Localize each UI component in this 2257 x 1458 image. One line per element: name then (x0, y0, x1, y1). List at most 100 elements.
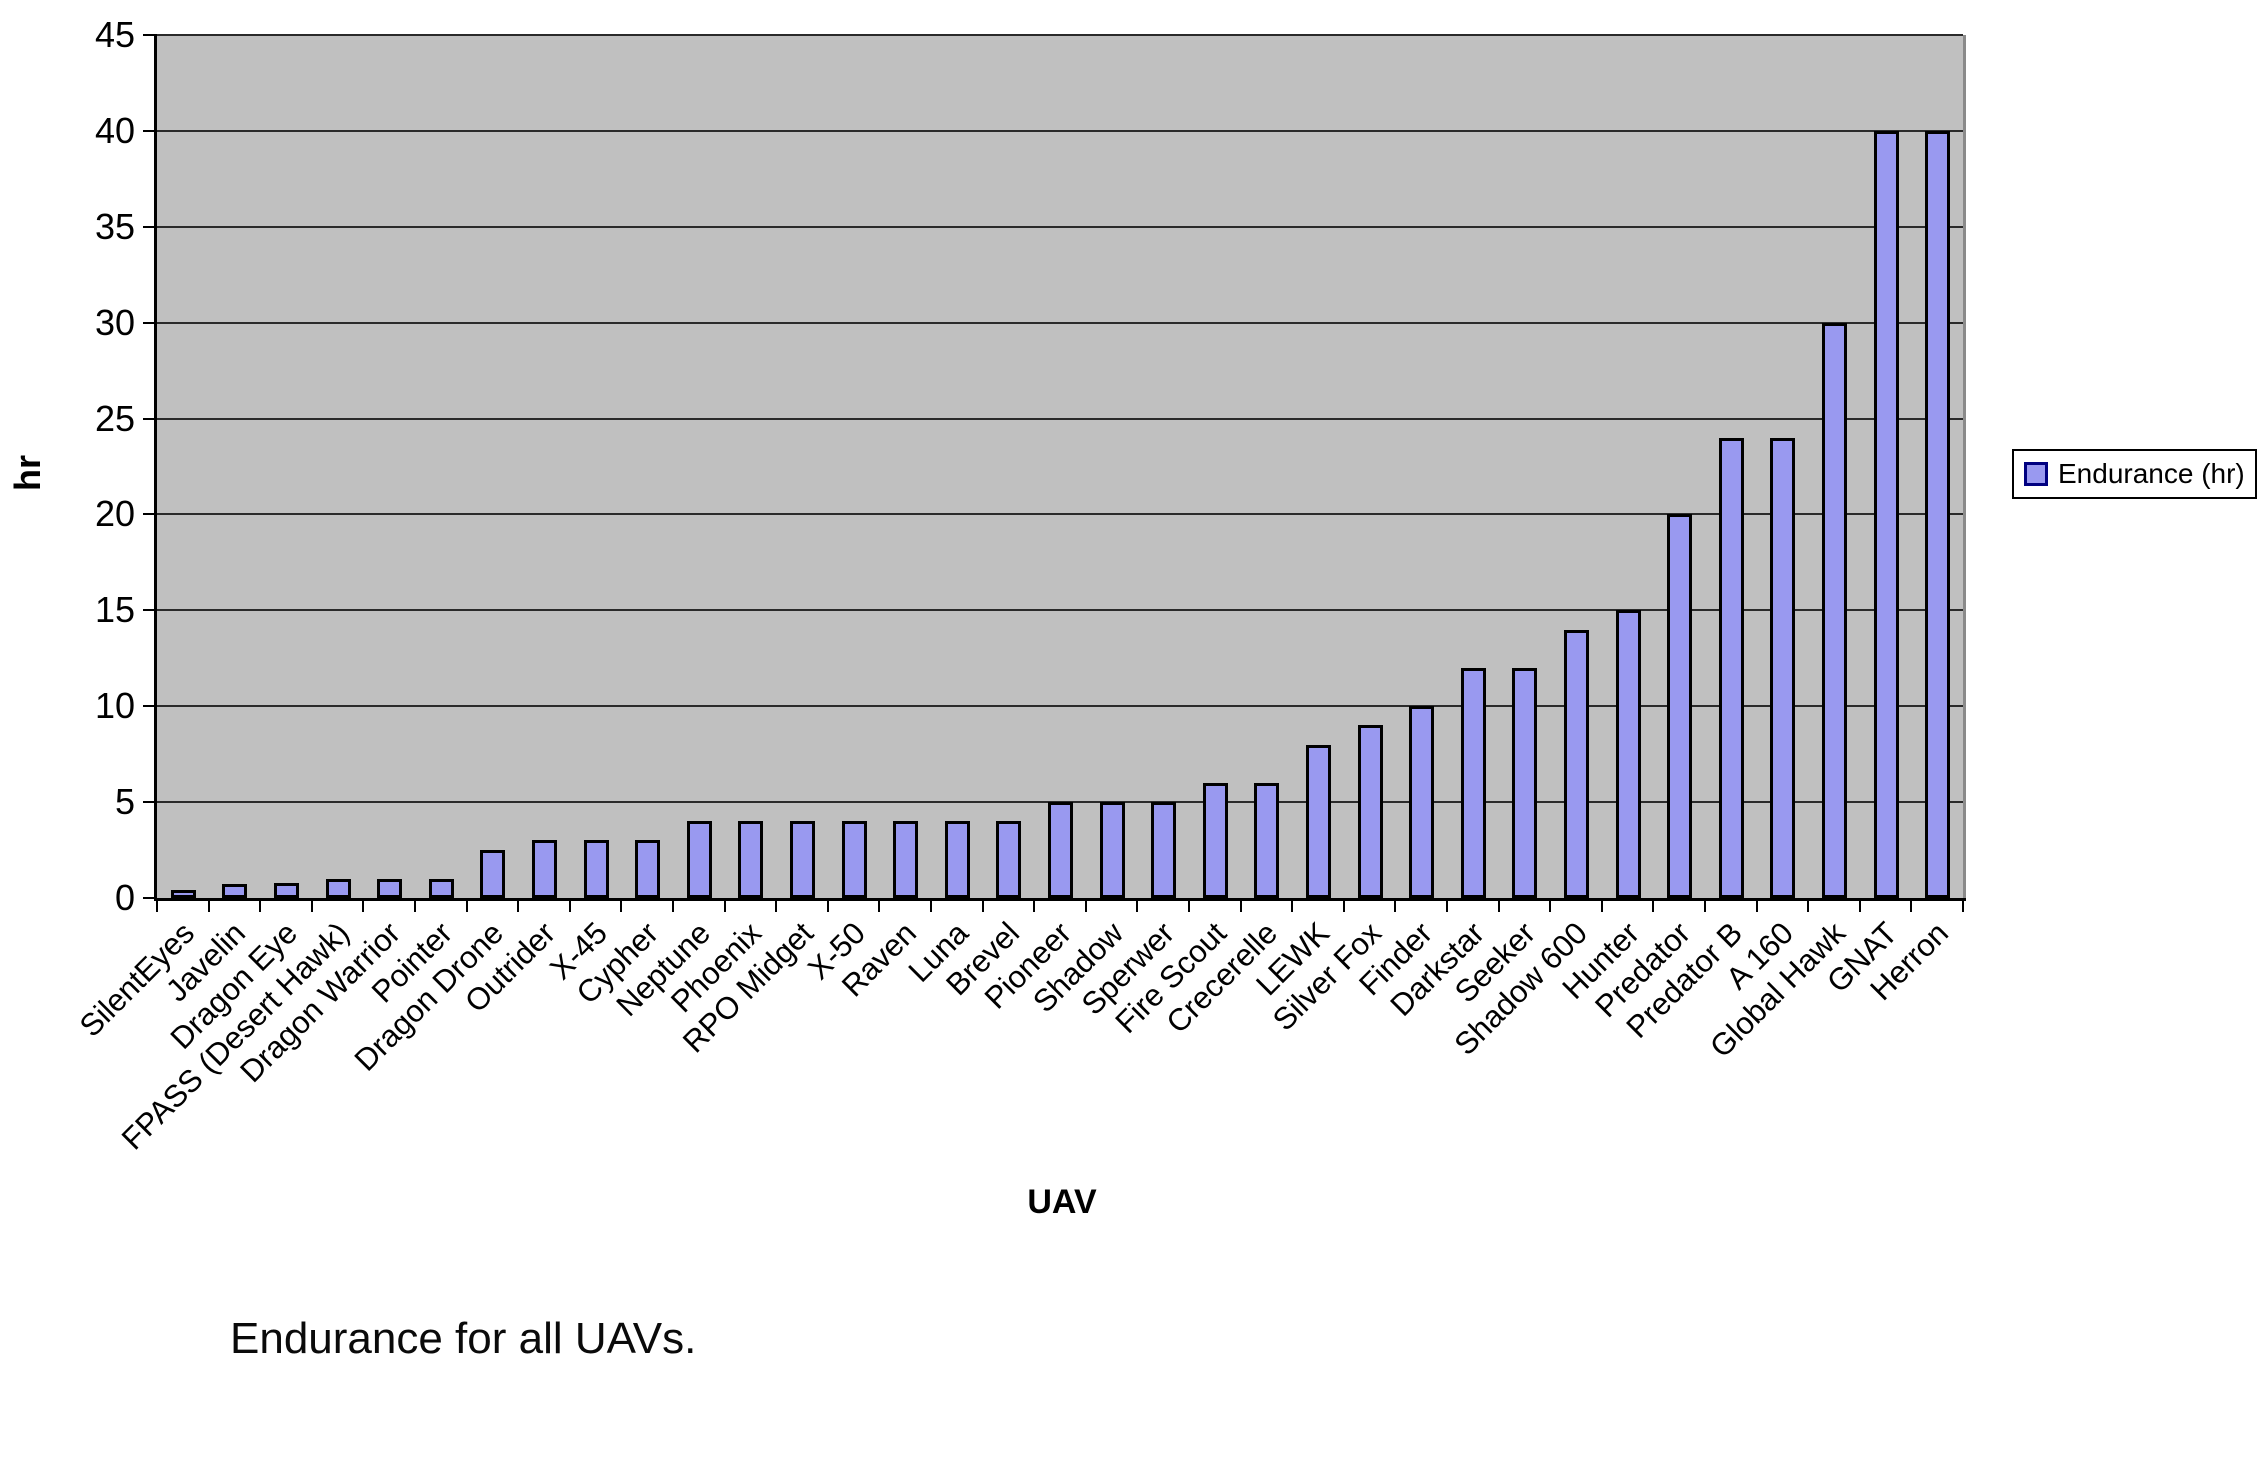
legend: Endurance (hr) (2012, 449, 2257, 499)
y-tick-label: 0 (114, 877, 135, 918)
bar (170, 890, 196, 898)
bar (325, 879, 351, 898)
x-tick-mark (723, 898, 726, 912)
bar (480, 850, 506, 898)
gridline (157, 129, 1963, 132)
y-tick-label: 40 (94, 109, 135, 151)
bar (1770, 438, 1796, 898)
caption: Endurance for all UAVs. (230, 1314, 697, 1363)
x-tick-mark (826, 898, 829, 912)
y-tick-label: 5 (114, 781, 135, 823)
bar (1564, 630, 1589, 898)
bar (274, 883, 299, 898)
legend-label: Endurance (hr) (2058, 458, 2245, 489)
x-tick-mark (1962, 898, 1964, 912)
bar (893, 821, 919, 898)
legend-swatch (2024, 462, 2048, 486)
bar (1254, 783, 1280, 898)
gridline (157, 513, 1963, 516)
y-tick-mark (143, 34, 157, 36)
x-tick-mark (981, 898, 984, 912)
x-tick-mark (517, 898, 520, 912)
y-tick-mark (143, 321, 157, 324)
x-tick-mark (1033, 898, 1036, 912)
x-tick-mark (1704, 898, 1706, 912)
bar (1099, 802, 1125, 898)
bar (738, 821, 764, 898)
x-tick-mark (1188, 898, 1190, 912)
x-tick-mark (1858, 898, 1861, 912)
y-tick-label: 20 (94, 493, 135, 535)
x-tick-mark (1239, 898, 1242, 912)
bar (1925, 131, 1951, 898)
x-tick-mark (1652, 898, 1655, 912)
y-tick-label: 30 (94, 301, 135, 343)
bar (532, 840, 557, 898)
gridline (157, 34, 1963, 36)
bar (1357, 725, 1383, 898)
gridline (157, 417, 1963, 420)
x-tick-mark (1807, 898, 1810, 912)
bar (1048, 802, 1073, 898)
y-tick-mark (143, 513, 157, 516)
bar (1718, 438, 1744, 898)
x-tick-mark (1755, 898, 1758, 912)
x-axis-line (154, 898, 1966, 901)
x-tick-mark (775, 898, 778, 912)
bar (1202, 783, 1228, 898)
x-axis-title: UAV (1027, 1183, 1097, 1221)
x-tick-mark (207, 898, 210, 912)
x-tick-mark (878, 898, 881, 912)
y-tick-label: 10 (94, 685, 135, 727)
x-tick-mark (1394, 898, 1397, 912)
x-tick-mark (1342, 898, 1345, 912)
bar (1460, 668, 1486, 898)
bar (1667, 514, 1693, 898)
x-tick-mark (1446, 898, 1448, 912)
x-tick-mark (1291, 898, 1294, 912)
bar (377, 879, 403, 898)
bar (1409, 706, 1435, 898)
gridline (157, 225, 1963, 228)
y-tick-label: 25 (94, 397, 135, 439)
y-tick-mark (143, 225, 157, 228)
gridline (157, 609, 1963, 612)
x-tick-mark (156, 898, 158, 912)
bar (1306, 745, 1331, 898)
bar (1151, 802, 1177, 898)
bar (1512, 668, 1538, 898)
bar (1615, 610, 1641, 898)
x-tick-mark (362, 898, 365, 912)
y-tick-mark (143, 897, 157, 899)
bar (635, 840, 661, 898)
y-axis-line (154, 35, 157, 901)
gridline (157, 705, 1963, 708)
bar (790, 821, 815, 898)
x-tick-mark (930, 898, 932, 912)
y-tick-mark (143, 609, 157, 612)
bar (428, 879, 454, 898)
y-tick-label: 15 (94, 589, 135, 631)
bar (944, 821, 970, 898)
x-tick-mark (465, 898, 468, 912)
x-tick-mark (568, 898, 571, 912)
y-tick-mark (143, 129, 157, 132)
gridline (157, 321, 1963, 324)
bar (686, 821, 712, 898)
plot-area (157, 35, 1966, 898)
x-tick-mark (1600, 898, 1603, 912)
bar (222, 884, 248, 898)
x-tick-mark (672, 898, 674, 912)
x-tick-mark (259, 898, 262, 912)
x-tick-mark (1549, 898, 1552, 912)
y-tick-label: 45 (94, 14, 135, 55)
bar (1822, 323, 1847, 898)
bar (583, 840, 609, 898)
x-tick-mark (1910, 898, 1913, 912)
x-tick-mark (620, 898, 623, 912)
y-tick-mark (143, 705, 157, 708)
y-tick-mark (143, 417, 157, 420)
y-tick-label: 35 (94, 205, 135, 247)
bar (841, 821, 867, 898)
